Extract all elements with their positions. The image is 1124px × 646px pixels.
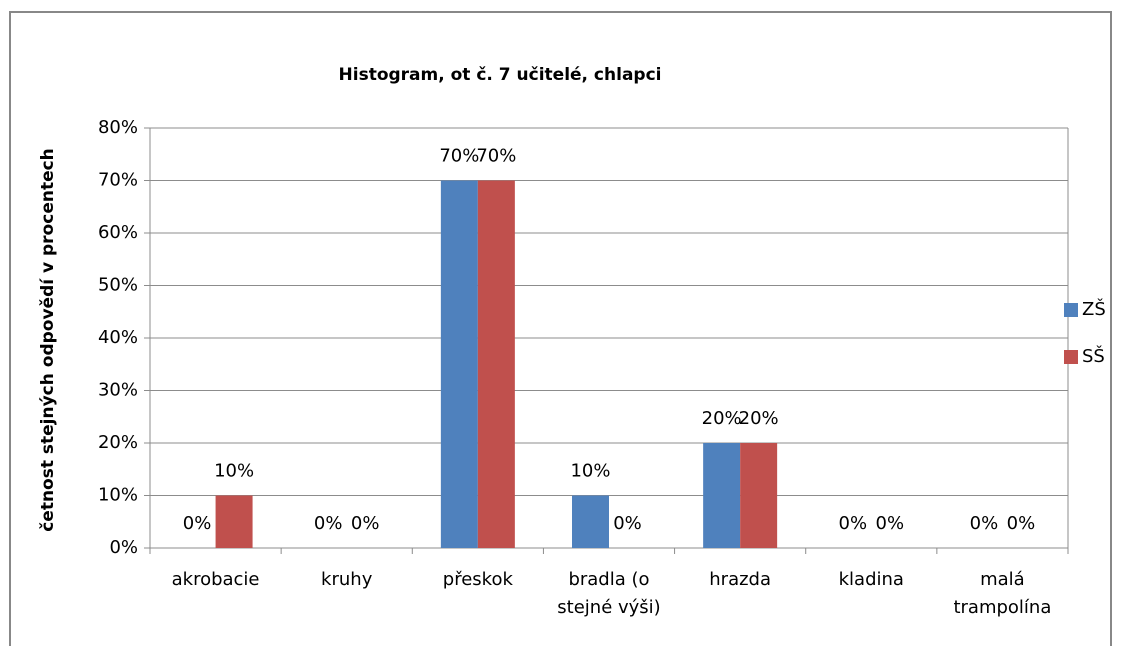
y-tick-label: 70% bbox=[98, 170, 138, 191]
bar bbox=[703, 443, 741, 548]
data-label: 70% bbox=[439, 146, 479, 167]
x-tick-label: kruhy bbox=[321, 569, 373, 590]
chart-frame bbox=[9, 11, 1112, 646]
x-tick-label: přeskok bbox=[442, 569, 513, 590]
data-label: 70% bbox=[476, 146, 516, 167]
y-tick-label: 60% bbox=[98, 222, 138, 243]
data-label: 0% bbox=[351, 513, 380, 534]
y-tick-label: 20% bbox=[98, 432, 138, 453]
x-tick-label: bradla (o stejné výši) bbox=[557, 569, 661, 618]
x-tick-label: akrobacie bbox=[171, 569, 260, 590]
bar bbox=[440, 180, 478, 548]
data-label: 10% bbox=[214, 461, 254, 482]
legend-label: SŠ bbox=[1082, 345, 1105, 367]
legend-swatch bbox=[1064, 350, 1078, 364]
bar bbox=[740, 443, 778, 548]
x-tick-label: kladina bbox=[838, 569, 904, 590]
data-label: 20% bbox=[702, 408, 742, 429]
y-tick-label: 50% bbox=[98, 275, 138, 296]
data-label: 0% bbox=[839, 513, 868, 534]
bar bbox=[572, 495, 609, 548]
chart-title: Histogram, ot č. 7 učitelé, chlapci bbox=[339, 65, 662, 85]
y-tick-label: 40% bbox=[98, 327, 138, 348]
legend-label: ZŠ bbox=[1082, 298, 1106, 320]
y-axis-label: četnost stejných odpovědí v procentech bbox=[38, 148, 58, 532]
data-label: 0% bbox=[876, 513, 905, 534]
bar bbox=[477, 180, 515, 548]
data-label: 0% bbox=[314, 513, 343, 534]
legend-swatch bbox=[1064, 303, 1078, 317]
data-label: 0% bbox=[613, 513, 642, 534]
y-tick-label: 80% bbox=[98, 117, 138, 138]
data-label: 0% bbox=[183, 513, 212, 534]
y-tick-label: 10% bbox=[98, 485, 138, 506]
x-tick-label: hrazda bbox=[709, 569, 772, 590]
y-tick-label: 30% bbox=[98, 380, 138, 401]
data-label: 0% bbox=[970, 513, 999, 534]
bar bbox=[215, 495, 253, 548]
data-label: 20% bbox=[739, 408, 779, 429]
data-label: 0% bbox=[1007, 513, 1036, 534]
x-tick-label: malá trampolína bbox=[953, 569, 1052, 618]
data-label: 10% bbox=[570, 461, 610, 482]
y-tick-label: 0% bbox=[109, 537, 138, 558]
